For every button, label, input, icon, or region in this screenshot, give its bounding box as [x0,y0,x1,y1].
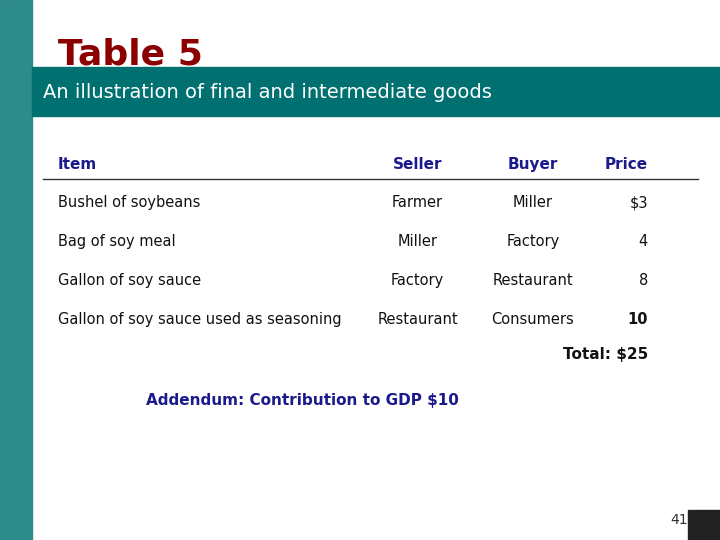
Text: Bag of soy meal: Bag of soy meal [58,234,175,249]
Text: 41: 41 [670,512,688,526]
Text: 4: 4 [639,234,648,249]
Text: Addendum: Contribution to GDP $10: Addendum: Contribution to GDP $10 [146,393,459,408]
Text: Item: Item [58,157,97,172]
Text: 8: 8 [639,273,648,288]
Text: Factory: Factory [391,273,444,288]
Text: Table 5: Table 5 [58,38,202,72]
Text: Total: $25: Total: $25 [563,347,648,362]
Text: Consumers: Consumers [492,312,574,327]
Text: Factory: Factory [506,234,559,249]
Text: Restaurant: Restaurant [377,312,458,327]
Text: 10: 10 [628,312,648,327]
Text: Restaurant: Restaurant [492,273,573,288]
Text: Miller: Miller [513,195,553,210]
Text: Gallon of soy sauce used as seasoning: Gallon of soy sauce used as seasoning [58,312,341,327]
Bar [688,510,720,540]
Bar [32,68,720,116]
Text: Farmer: Farmer [392,195,444,210]
Bar [0,0,32,540]
Text: Bushel of soybeans: Bushel of soybeans [58,195,200,210]
Text: Price: Price [605,157,648,172]
Text: Miller: Miller [397,234,438,249]
Text: Seller: Seller [393,157,442,172]
Text: $3: $3 [629,195,648,210]
Text: Gallon of soy sauce: Gallon of soy sauce [58,273,201,288]
Text: Buyer: Buyer [508,157,558,172]
Text: An illustration of final and intermediate goods: An illustration of final and intermediat… [43,83,492,103]
